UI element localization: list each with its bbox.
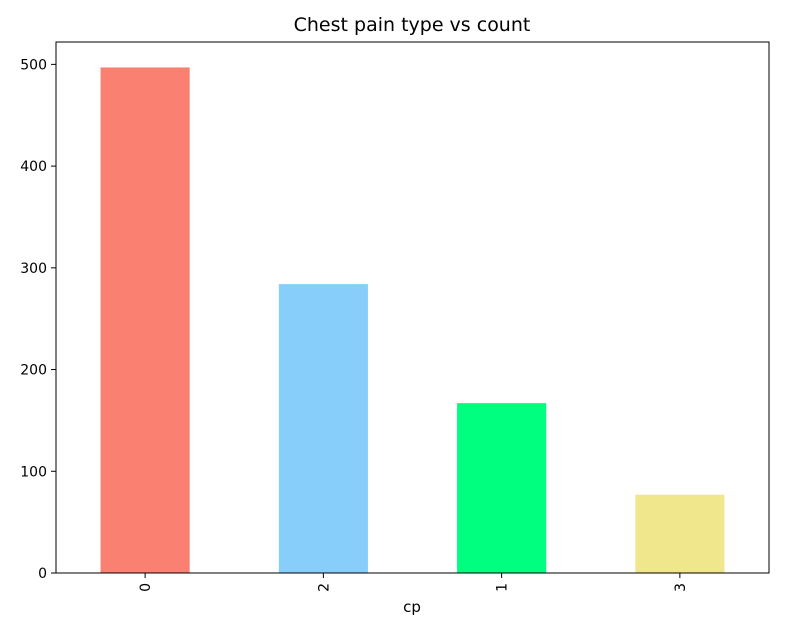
bars-group <box>100 67 725 574</box>
y-tick-label-400: 400 <box>20 159 47 175</box>
plot-frame <box>55 41 770 574</box>
bar-2 <box>278 284 368 573</box>
y-tick-label-200: 200 <box>20 363 47 379</box>
x-axis: 0 2 1 3 <box>138 573 689 592</box>
y-tick-label-300: 300 <box>20 261 47 277</box>
y-tick-label-0: 0 <box>38 566 47 582</box>
y-tick-label-500: 500 <box>20 57 47 73</box>
bar-1 <box>457 403 547 573</box>
bar-0 <box>100 67 190 574</box>
chart-title: Chest pain type vs count <box>294 14 531 36</box>
y-tick-label-100: 100 <box>20 464 47 480</box>
x-tick-label-3: 3 <box>673 583 689 592</box>
y-axis: 0 100 200 300 400 500 <box>20 57 56 582</box>
x-axis-label: cp <box>403 598 421 616</box>
x-tick-label-2: 2 <box>316 583 332 592</box>
bar-3 <box>635 494 725 573</box>
x-tick-label-0: 0 <box>138 583 154 592</box>
x-tick-label-1: 1 <box>495 583 511 592</box>
